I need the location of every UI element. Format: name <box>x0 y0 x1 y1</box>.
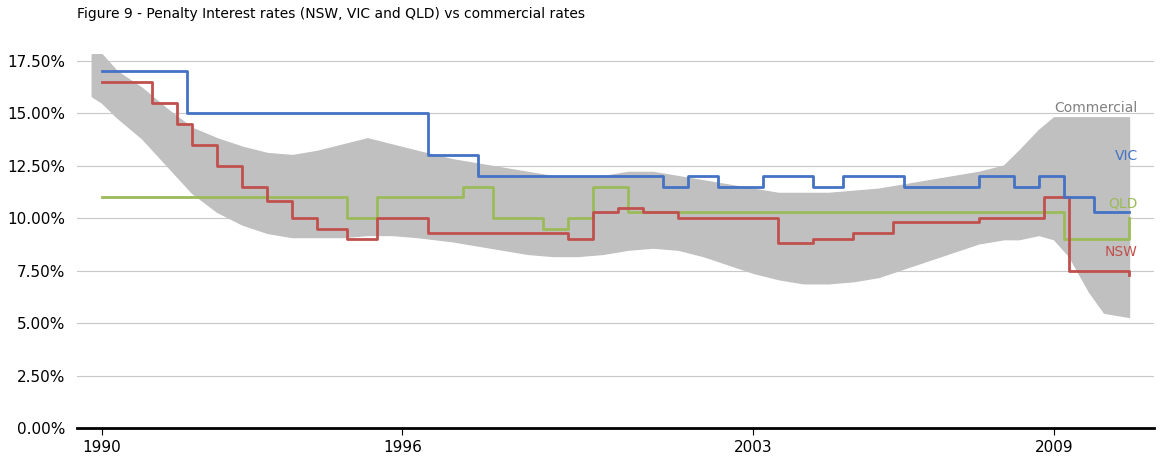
Text: Figure 9 - Penalty Interest rates (NSW, VIC and QLD) vs commercial rates: Figure 9 - Penalty Interest rates (NSW, … <box>77 7 585 21</box>
Text: Commercial: Commercial <box>1054 101 1138 115</box>
Text: NSW: NSW <box>1105 244 1138 259</box>
Text: QLD: QLD <box>1109 197 1138 211</box>
Text: VIC: VIC <box>1115 149 1138 163</box>
